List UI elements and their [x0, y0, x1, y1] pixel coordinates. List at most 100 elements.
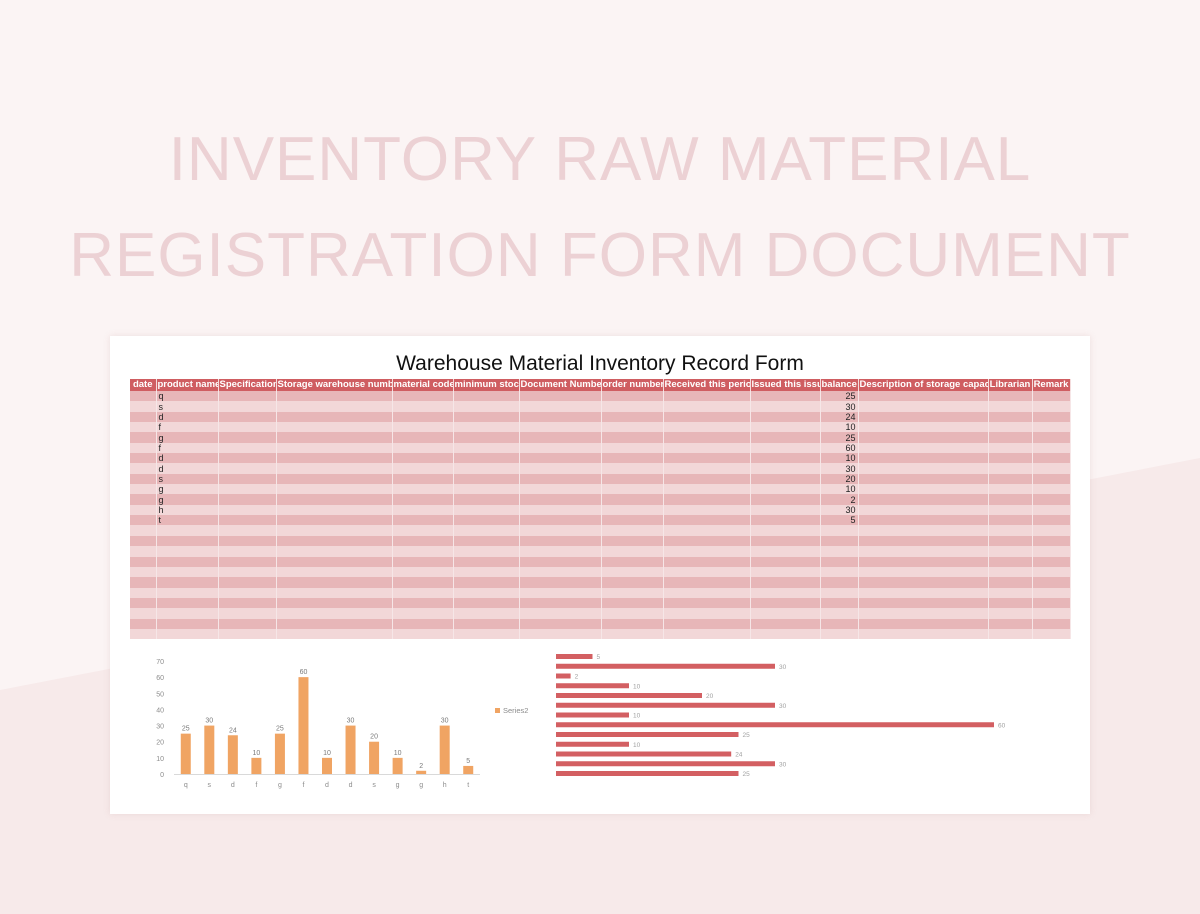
table-cell: [601, 473, 664, 485]
table-cell: [276, 494, 393, 505]
data-label: 10: [252, 750, 260, 757]
balance-cell: 30: [820, 401, 859, 412]
table-cell: [218, 473, 277, 485]
table-cell: [1032, 401, 1071, 412]
table-cell: [156, 566, 219, 578]
table-cell: [130, 525, 157, 536]
table-cell: [392, 597, 454, 609]
table-cell: [988, 422, 1033, 433]
column-header: Issued this issue: [750, 379, 821, 391]
table-cell: [1032, 535, 1071, 547]
table-cell: [130, 422, 157, 433]
bar: [227, 735, 238, 774]
bar: [204, 725, 215, 774]
bar: [416, 770, 427, 774]
bar: [556, 702, 775, 708]
table-cell: [601, 608, 664, 619]
table-cell: [156, 608, 219, 619]
data-label: 10: [394, 750, 402, 757]
table-cell: [1032, 577, 1071, 588]
table-cell: [453, 484, 520, 495]
table-cell: [453, 515, 520, 526]
table-cell: [453, 422, 520, 433]
bar: [369, 741, 380, 774]
table-cell: [453, 401, 520, 412]
x-tick-label: q: [184, 782, 188, 789]
data-label: 30: [779, 761, 787, 768]
product-name-cell: h: [156, 504, 219, 516]
table-cell: [750, 453, 821, 464]
table-cell: [750, 525, 821, 536]
data-label: 25: [276, 726, 284, 733]
table-cell: [988, 484, 1033, 495]
table-cell: [156, 577, 219, 588]
hero-title: INVENTORY RAW MATERIAL REGISTRATION FORM…: [0, 112, 1200, 304]
bar: [556, 654, 593, 659]
table-cell: [130, 453, 157, 464]
spreadsheet-preview-card: Warehouse Material Inventory Record Form…: [110, 336, 1090, 814]
column-header: product name: [156, 379, 219, 391]
horizontal-bar-chart: 5 30 2 10 20 30 10 60 25 10 24 30 25: [556, 654, 1006, 778]
table-cell: [988, 566, 1033, 578]
table-cell: [453, 504, 520, 516]
table-cell: [218, 608, 277, 619]
bar: [556, 673, 571, 679]
table-cell: [156, 535, 219, 547]
table-cell: [820, 628, 859, 640]
x-tick-label: d: [231, 782, 235, 789]
bar: [180, 733, 191, 774]
table-cell: [519, 546, 602, 557]
table-row: f 60: [130, 442, 1071, 454]
table-header-row: date product name Specification Storage war…: [130, 379, 1071, 391]
table-cell: [392, 618, 454, 629]
data-label: 30: [205, 718, 213, 725]
table-cell: [663, 597, 751, 609]
table-cell: [750, 546, 821, 557]
table-cell: [276, 577, 393, 588]
table-cell: [218, 566, 277, 578]
table-cell: [276, 432, 393, 443]
y-tick-label: 30: [156, 724, 164, 731]
table-cell: [276, 628, 393, 640]
table-cell: [820, 608, 859, 619]
table-cell: [988, 587, 1033, 598]
table-row: [130, 608, 1071, 619]
table-cell: [1032, 391, 1071, 402]
table-cell: [858, 453, 989, 464]
table-cell: [988, 556, 1033, 567]
table-cell: [392, 504, 454, 516]
table-cell: [218, 463, 277, 474]
table-cell: [156, 556, 219, 567]
table-cell: [663, 566, 751, 578]
table-cell: [392, 494, 454, 505]
table-cell: [519, 525, 602, 536]
table-cell: [1032, 628, 1071, 640]
table-row: [130, 535, 1071, 547]
table-cell: [130, 432, 157, 443]
table-cell: [519, 401, 602, 412]
table-cell: [663, 484, 751, 495]
bar: [345, 725, 356, 774]
table-cell: [750, 618, 821, 629]
table-cell: [276, 546, 393, 557]
table-cell: [276, 597, 393, 609]
table-cell: [601, 463, 664, 474]
product-name-cell: t: [156, 515, 219, 526]
x-tick-label: g: [396, 782, 400, 789]
table-cell: [453, 608, 520, 619]
table-cell: [663, 535, 751, 547]
table-cell: [1032, 597, 1071, 609]
table-cell: [519, 422, 602, 433]
product-name-cell: g: [156, 494, 219, 505]
table-cell: [519, 484, 602, 495]
table-cell: [1032, 515, 1071, 526]
data-label: 10: [633, 742, 641, 749]
table-cell: [601, 587, 664, 598]
table-cell: [156, 587, 219, 598]
table-cell: [392, 484, 454, 495]
table-cell: [601, 577, 664, 588]
table-cell: [156, 546, 219, 557]
table-cell: [519, 411, 602, 423]
table-cell: [858, 608, 989, 619]
